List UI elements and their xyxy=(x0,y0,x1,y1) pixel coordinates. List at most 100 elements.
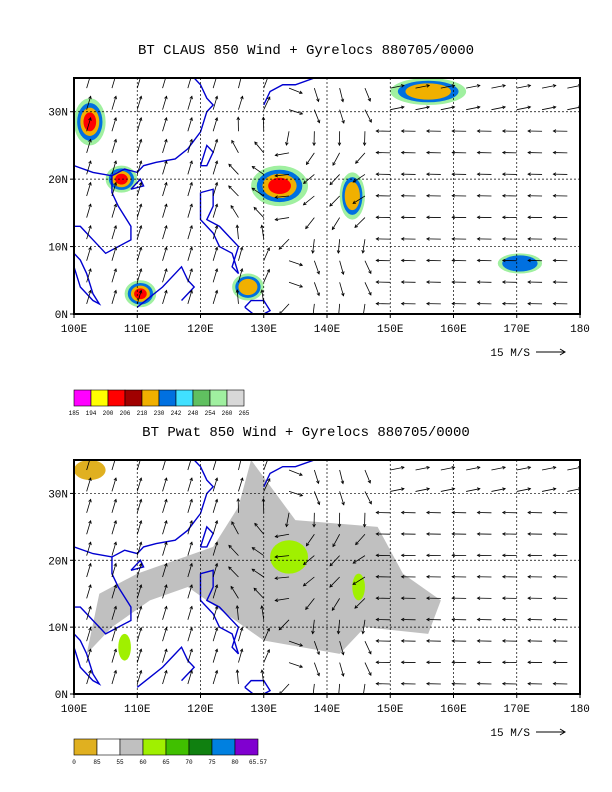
wind-vector xyxy=(86,268,92,283)
wind-vector xyxy=(516,466,531,471)
wind-vector xyxy=(212,477,218,492)
wind-vector xyxy=(238,460,242,471)
wind-vector-head xyxy=(285,142,289,146)
coastline xyxy=(74,633,102,686)
wind-vector-head xyxy=(368,270,372,275)
wind-vector-head xyxy=(476,129,481,133)
wind-vector xyxy=(516,84,531,89)
wind-vector-head xyxy=(312,695,315,698)
wind-vector-head xyxy=(316,672,320,677)
wind-vector-head xyxy=(274,153,279,157)
wind-vector-head xyxy=(552,150,557,155)
wind-vector-head xyxy=(189,498,193,503)
wind-vector-head xyxy=(113,626,117,631)
wind-vector-head xyxy=(476,258,481,263)
wind-vector-head xyxy=(502,105,506,110)
wind-vector-head xyxy=(451,301,455,306)
wind-vector-head xyxy=(352,560,357,564)
wind-vector xyxy=(236,669,239,685)
wind-vector-head xyxy=(451,487,456,491)
x-tick-label: 130E xyxy=(251,324,278,336)
wind-vector-head xyxy=(236,116,241,121)
wind-vector xyxy=(162,542,167,556)
coastline xyxy=(263,78,318,106)
wind-vector xyxy=(263,78,269,89)
wind-vector-head xyxy=(138,541,143,546)
colorbar-swatch xyxy=(165,738,190,756)
wind-vector-head xyxy=(502,84,506,88)
wind-vector-head xyxy=(113,203,117,208)
wind-vector-head xyxy=(476,237,481,241)
wind-vector xyxy=(279,303,290,314)
wind-vector-head xyxy=(164,95,168,100)
wind-vector-head xyxy=(451,639,455,643)
wind-vector-head xyxy=(88,246,92,251)
wind-vector xyxy=(136,627,142,642)
colorbar-label: 242 xyxy=(171,410,182,417)
wind-vector-head xyxy=(88,498,92,503)
wind-vector xyxy=(279,683,290,694)
wind-vector-head xyxy=(400,150,405,155)
wind-vector xyxy=(86,204,92,218)
wind-vector-head xyxy=(113,160,117,165)
wind-vector xyxy=(390,84,405,89)
cluster_170E_8N-core xyxy=(502,255,538,272)
wind-vector xyxy=(332,152,341,166)
wind-vector-head xyxy=(341,120,345,124)
wind-vector xyxy=(136,499,142,513)
wind-vector-head xyxy=(451,574,455,579)
wind-vector xyxy=(390,106,405,111)
wind-vector xyxy=(187,182,193,197)
colorbar-swatch xyxy=(124,389,143,407)
wind-vector xyxy=(339,662,344,677)
wind-vector xyxy=(162,563,167,578)
wind-vector-head xyxy=(299,262,304,267)
x-tick-label: 100E xyxy=(61,704,88,716)
wind-vector xyxy=(364,87,371,102)
wind-vector xyxy=(162,520,167,535)
colorbar-label: 265 xyxy=(239,410,250,417)
wind-vector xyxy=(212,290,218,305)
wind-vector-head xyxy=(251,187,256,192)
wind-vector-head xyxy=(240,75,243,78)
wind-vector-head xyxy=(113,246,117,251)
wind-vector-head xyxy=(476,532,481,536)
wind-vector-head xyxy=(305,161,310,166)
wind-vector xyxy=(491,488,506,492)
wind-vector xyxy=(136,78,141,89)
wind-vector-head xyxy=(552,617,557,622)
wind-vector xyxy=(187,117,193,132)
wind-vector-head xyxy=(451,258,455,263)
wind-vector xyxy=(541,488,556,492)
wind-vector xyxy=(567,488,580,492)
wind-vector xyxy=(111,225,117,240)
wind-vector-head xyxy=(552,574,557,579)
wind-vector xyxy=(86,182,92,197)
wind-vector-head xyxy=(552,660,557,665)
wind-vector xyxy=(415,106,430,111)
wind-vector xyxy=(355,533,366,545)
colorbar-label: 230 xyxy=(154,410,165,417)
wind-vector-head xyxy=(426,660,430,665)
wind-vector xyxy=(339,109,345,124)
vector-reference-label: 15 M/S xyxy=(490,348,530,360)
wind-vector-head xyxy=(527,487,532,491)
y-tick-label: 10N xyxy=(48,623,68,635)
wind-vector xyxy=(212,268,218,283)
wind-vector-head xyxy=(113,520,117,524)
wind-vector xyxy=(136,268,142,283)
wind-vector-head xyxy=(375,172,380,176)
coastline xyxy=(199,525,214,548)
wind-vector xyxy=(236,605,239,620)
wind-vector-head xyxy=(501,193,506,198)
wind-vector-head xyxy=(164,160,168,165)
wind-vector xyxy=(491,84,506,89)
wind-vector xyxy=(338,303,341,314)
wind-vector-head xyxy=(214,246,219,251)
wind-vector-head xyxy=(138,117,143,121)
wind-vector xyxy=(339,282,344,296)
wind-vector xyxy=(238,96,243,110)
wind-vector-head xyxy=(340,98,345,103)
wind-vector-head xyxy=(267,96,271,101)
wind-vector xyxy=(263,628,270,642)
